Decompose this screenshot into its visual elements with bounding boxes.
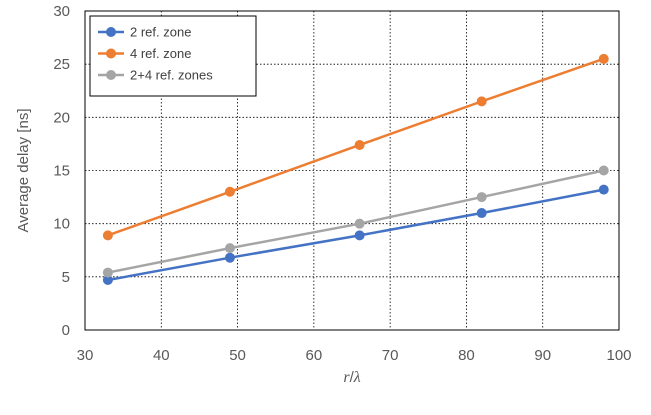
data-point — [354, 218, 365, 229]
series-2-4-ref-zones — [102, 165, 609, 278]
legend-item-2-ref-zone: 2 ref. zone — [98, 25, 191, 40]
y-axis-title: Average delay [ns] — [15, 109, 32, 233]
y-tick-label: 10 — [53, 216, 70, 233]
data-point — [354, 139, 365, 150]
x-tick-label: 50 — [229, 347, 246, 364]
x-tick-label: 90 — [534, 347, 551, 364]
legend-label: 2+4 ref. zones — [130, 68, 213, 83]
x-tick-label: 80 — [458, 347, 475, 364]
x-tick-label: 60 — [306, 347, 323, 364]
data-point — [102, 230, 113, 241]
y-axis-ticks: 0 5 10 15 20 25 30 — [53, 3, 70, 339]
legend-marker — [106, 27, 116, 37]
legend-box — [89, 15, 257, 97]
data-point — [598, 165, 609, 176]
legend: 2 ref. zone 4 ref. zone 2+4 ref. zones — [89, 15, 257, 97]
legend-marker — [106, 70, 116, 80]
y-tick-label: 30 — [53, 3, 70, 20]
x-tick-label: 100 — [606, 347, 631, 364]
y-tick-label: 15 — [53, 163, 70, 180]
x-axis-ticks: 30 40 50 60 70 80 90 100 — [77, 347, 632, 364]
data-point — [224, 252, 235, 263]
y-tick-label: 20 — [53, 109, 70, 126]
legend-label: 2 ref. zone — [130, 25, 191, 40]
data-point — [102, 267, 113, 278]
plot-area-border — [84, 10, 620, 331]
series-2-ref-zone — [102, 184, 609, 286]
legend-label: 4 ref. zone — [130, 46, 191, 61]
y-tick-label: 5 — [62, 269, 70, 286]
data-point — [224, 186, 235, 197]
data-point — [476, 192, 487, 203]
legend-item-4-ref-zone: 4 ref. zone — [98, 46, 191, 61]
x-axis-title-var: r — [343, 369, 350, 386]
legend-item-2-4-ref-zones: 2+4 ref. zones — [98, 68, 213, 83]
y-tick-label: 25 — [53, 56, 70, 73]
x-tick-label: 70 — [382, 347, 399, 364]
series-4-ref-zone — [102, 53, 609, 241]
x-tick-label: 40 — [153, 347, 170, 364]
data-point — [476, 208, 487, 219]
x-axis-title-sep: / — [350, 369, 355, 386]
x-axis-title-lambda: λ — [353, 369, 361, 386]
x-axis-title: r/λ — [343, 369, 360, 386]
data-point — [476, 96, 487, 107]
y-tick-label: 0 — [62, 322, 70, 339]
data-point — [598, 53, 609, 64]
x-tick-label: 30 — [77, 347, 94, 364]
data-point — [354, 230, 365, 241]
data-point — [224, 243, 235, 254]
data-point — [598, 184, 609, 195]
data-point — [102, 275, 113, 286]
legend-marker — [106, 48, 116, 59]
series-layer — [102, 53, 609, 286]
